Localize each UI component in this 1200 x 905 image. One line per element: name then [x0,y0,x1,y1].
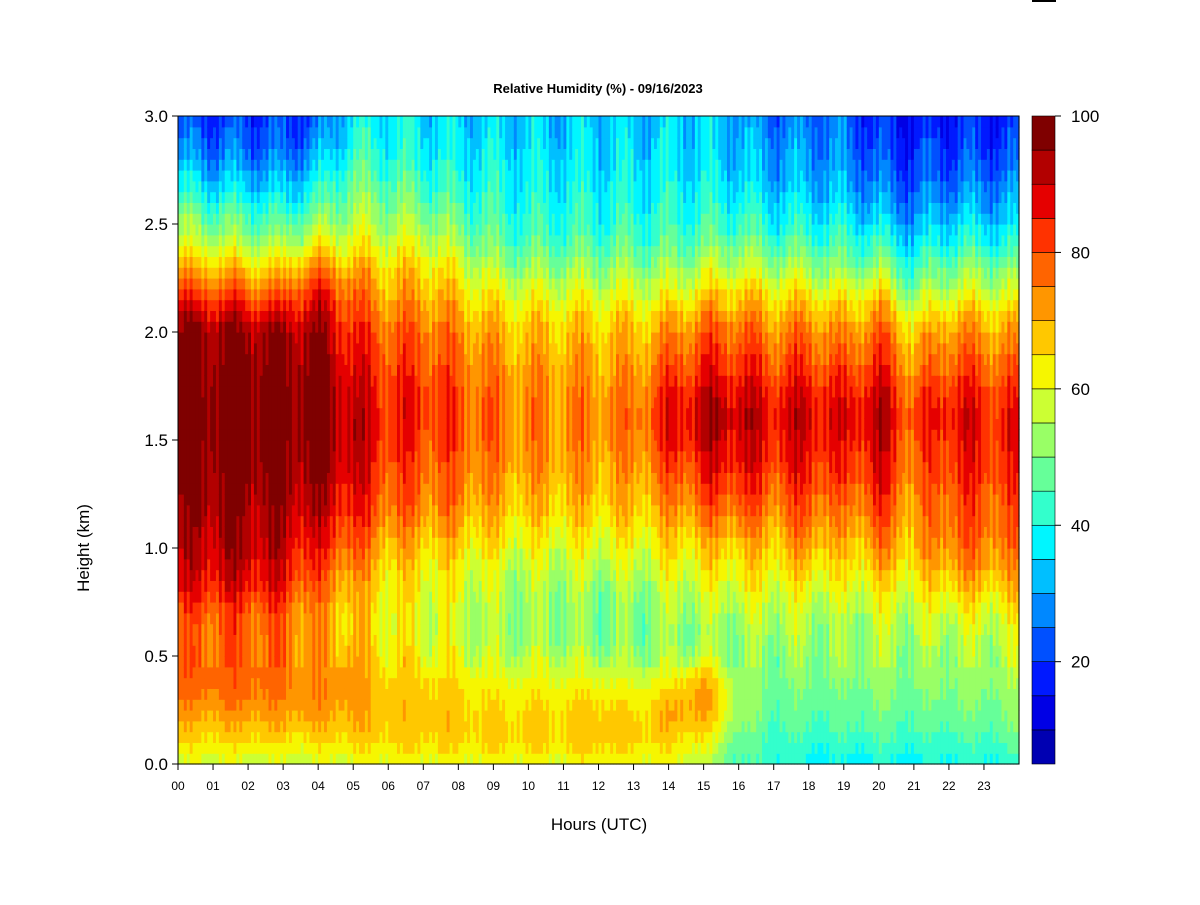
heatmap-cells [178,116,1020,765]
chart-title: Relative Humidity (%) - 09/16/2023 [493,81,703,96]
